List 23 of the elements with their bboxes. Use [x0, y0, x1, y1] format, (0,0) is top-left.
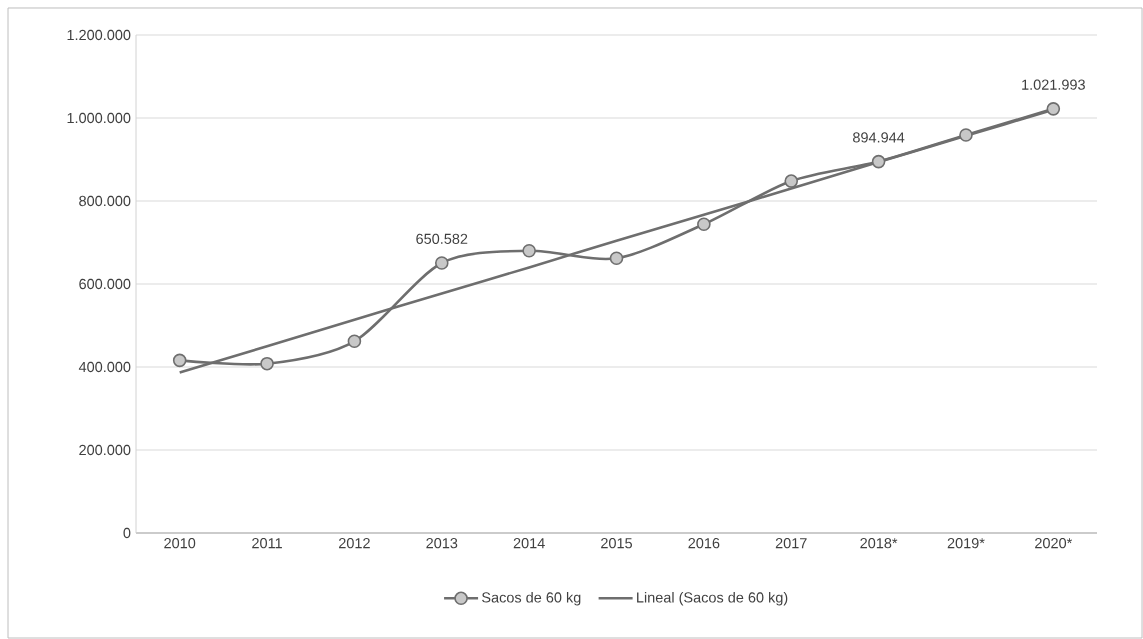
x-tick-label: 2014	[513, 538, 545, 549]
x-tick-label: 2017	[775, 538, 807, 549]
y-tick-label: 400.000	[78, 361, 131, 373]
x-tick-label: 2019*	[947, 538, 985, 549]
data-label: 894.944	[853, 132, 905, 143]
y-tick-label: 1.000.000	[67, 112, 131, 124]
x-tick-label: 2016	[688, 538, 720, 549]
legend-label: Lineal (Sacos de 60 kg)	[637, 591, 788, 606]
data-label: 1.021.993	[1022, 79, 1085, 90]
x-tick-label: 2018*	[860, 538, 898, 549]
legend-label: Sacos de 60 kg	[482, 591, 581, 606]
y-tick-label: 0	[123, 527, 131, 539]
y-tick-label: 1.200.000	[67, 29, 131, 41]
data-label: 650.582	[416, 233, 468, 244]
x-tick-label: 2011	[252, 538, 282, 549]
x-tick-label: 2010	[164, 538, 196, 549]
x-tick-label: 2020*	[1035, 538, 1073, 549]
x-tick-label: 2015	[601, 538, 633, 549]
x-tick-label: 2012	[339, 538, 370, 549]
y-tick-label: 800.000	[79, 195, 131, 207]
y-tick-label: 200.000	[79, 444, 131, 456]
y-tick-label: 600.000	[79, 278, 131, 290]
x-tick-label: 2013	[426, 538, 458, 549]
